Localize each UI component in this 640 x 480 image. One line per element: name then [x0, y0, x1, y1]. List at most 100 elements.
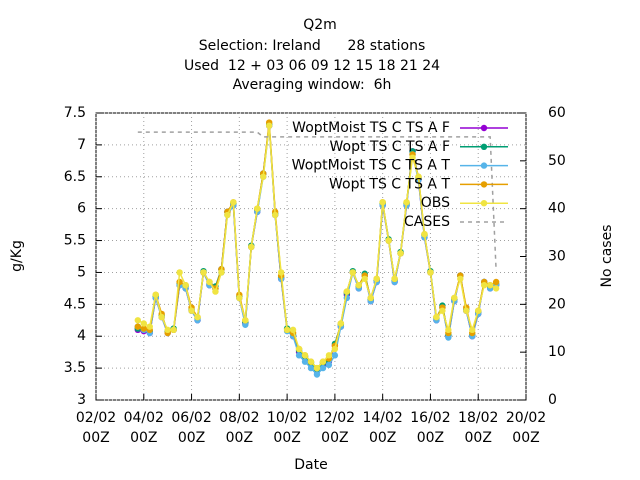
data-point [301, 352, 309, 359]
data-point [463, 307, 470, 314]
legend-marker [480, 200, 488, 207]
x-tick-label: 12/02 [315, 410, 355, 426]
y-tick-label: 4.5 [64, 296, 86, 312]
data-point [337, 320, 345, 327]
x-tick-label: 10/02 [267, 410, 307, 426]
series [137, 131, 497, 271]
y-tick-label: 5 [77, 264, 86, 280]
data-point [349, 269, 357, 276]
data-point [325, 361, 333, 369]
data-point [355, 282, 362, 289]
legend-label: CASES [404, 214, 450, 230]
data-point [295, 345, 303, 353]
data-point [391, 275, 398, 283]
data-point [301, 358, 309, 365]
data-point [140, 325, 147, 332]
data-point [445, 334, 452, 341]
data-point [283, 326, 291, 334]
y2-tick-label: 50 [548, 153, 566, 169]
data-point [343, 288, 351, 295]
legend-label: WoptMoist TS C TS A F [292, 120, 450, 136]
data-point [373, 275, 380, 283]
data-point [427, 269, 434, 276]
x-tick-label: 00Z [82, 430, 109, 446]
data-point [254, 205, 261, 212]
data-point [475, 307, 482, 314]
data-point [313, 364, 321, 372]
x-tick-label: 00Z [369, 430, 396, 446]
chart-subtitle: Selection: Ireland 28 stations [199, 38, 426, 54]
series [134, 122, 500, 372]
data-point [265, 122, 273, 129]
data-point [331, 345, 339, 353]
data-point [277, 269, 285, 276]
y2-tick-label: 10 [548, 344, 566, 360]
data-point [331, 352, 339, 359]
data-point [385, 237, 392, 244]
data-point [307, 358, 315, 365]
data-point [176, 278, 183, 286]
x-tick-label: 00Z [465, 430, 492, 446]
data-point [230, 199, 237, 206]
data-point [379, 199, 386, 206]
x-tick-label: 20/02 [506, 410, 546, 426]
x-tick-label: 00Z [512, 430, 539, 446]
x-tick-label: 00Z [178, 430, 205, 446]
data-point [492, 285, 500, 292]
y-tick-label: 4 [77, 328, 86, 344]
y-tick-label: 6.5 [64, 169, 86, 185]
data-point [242, 321, 249, 328]
x-tick-label: 06/02 [171, 410, 211, 426]
data-point [486, 282, 494, 289]
series-line [137, 131, 497, 271]
data-point [134, 317, 142, 324]
data-point [224, 211, 231, 219]
chart-title: Q2m [303, 17, 337, 33]
x-tick-label: 00Z [321, 430, 348, 446]
data-point [242, 317, 249, 324]
data-point [236, 294, 243, 302]
data-point [146, 323, 153, 330]
y2-tick-label: 30 [548, 249, 566, 265]
data-point [480, 282, 488, 289]
y2-tick-label: 20 [548, 296, 566, 312]
data-point [403, 199, 410, 206]
data-point [134, 323, 142, 330]
legend-marker [480, 124, 488, 132]
data-point [445, 326, 452, 334]
data-point [433, 313, 440, 321]
data-point [451, 294, 458, 302]
data-point [200, 269, 207, 276]
data-point [152, 291, 159, 298]
chart-subtitle: Averaging window: 6h [233, 77, 392, 93]
data-point [188, 307, 195, 314]
legend-label: WoptMoist TS C TS A T [292, 158, 451, 174]
legend-marker [480, 143, 488, 150]
data-point [212, 288, 219, 295]
x-tick-label: 02/02 [76, 410, 116, 426]
legend-marker [480, 162, 488, 169]
x-tick-label: 04/02 [124, 410, 164, 426]
data-point [457, 275, 464, 283]
data-point [158, 313, 165, 321]
data-point [218, 269, 225, 276]
data-point [170, 326, 177, 334]
data-point [361, 275, 368, 283]
plot-frame [95, 112, 527, 401]
y2-tick-label: 40 [548, 201, 566, 217]
legend-marker [480, 181, 488, 188]
y-tick-label: 7 [77, 137, 86, 153]
y-tick-label: 5.5 [64, 233, 86, 249]
data-point [492, 278, 500, 286]
y-tick-label: 7.5 [64, 105, 86, 121]
data-point [415, 173, 422, 180]
data-point [260, 173, 267, 180]
y-axis-label: g/Kg [9, 240, 25, 272]
data-point [313, 371, 321, 378]
y-tick-label: 6 [77, 201, 86, 217]
x-tick-label: 16/02 [410, 410, 450, 426]
y2-axis-label: No cases [599, 225, 615, 288]
data-point [248, 243, 255, 251]
data-point [421, 230, 428, 238]
